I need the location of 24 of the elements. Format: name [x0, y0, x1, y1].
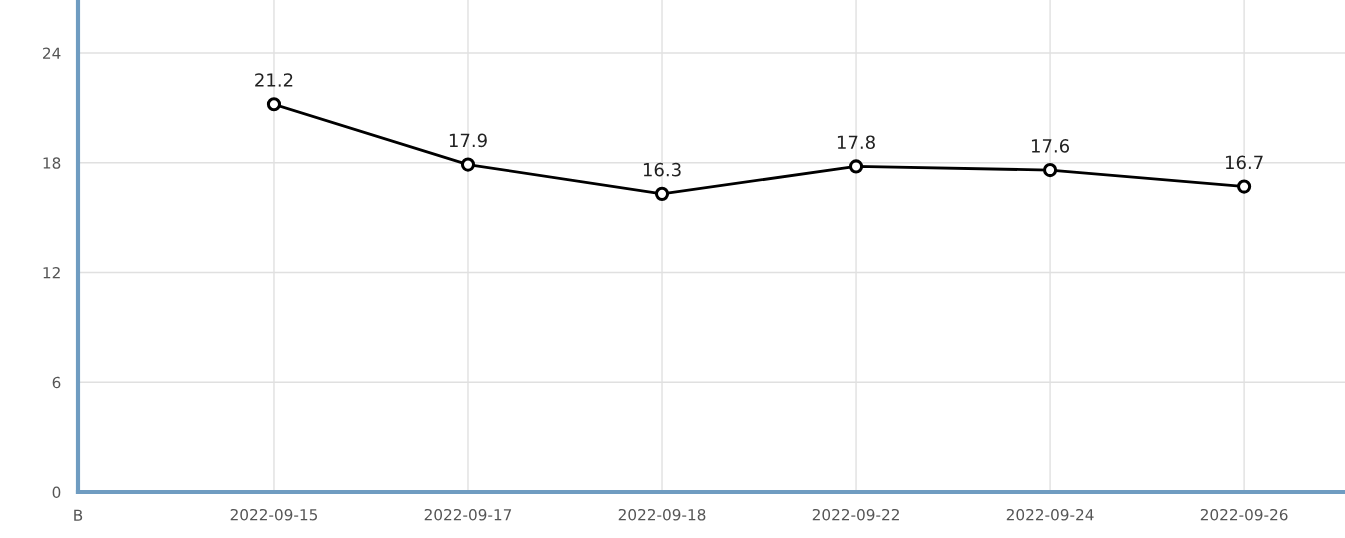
x-tick-label: 2022-09-15 — [230, 508, 318, 521]
x-tick-label: 2022-09-22 — [812, 508, 899, 521]
point — [266, 97, 282, 112]
y-tick-label: 6 — [52, 376, 61, 389]
text: B — [74, 509, 83, 521]
y-tick-label: 24 — [43, 47, 61, 59]
x-tick-label: 2022-09-17 — [424, 508, 512, 521]
point — [460, 157, 476, 172]
point — [848, 159, 864, 174]
data-label: 16.3 — [643, 162, 681, 177]
x-tick-label: 2022-09-24 — [1006, 508, 1094, 521]
data-label: 17.6 — [1031, 139, 1070, 153]
data-label: 16.7 — [1225, 155, 1263, 170]
x-tick-label: 2022-09-26 — [1200, 508, 1288, 521]
data-label: 17.9 — [449, 133, 487, 148]
y-tick-label: 0 — [52, 486, 61, 499]
point — [1042, 163, 1058, 178]
data-label: 17.8 — [837, 135, 875, 150]
point — [654, 186, 670, 201]
y-tick-label: 12 — [43, 266, 60, 279]
data-label: 21.2 — [255, 73, 293, 87]
point — [1237, 179, 1252, 194]
y-tick-label: 18 — [43, 157, 61, 169]
x-tick-label: 2022-09-18 — [618, 508, 706, 521]
